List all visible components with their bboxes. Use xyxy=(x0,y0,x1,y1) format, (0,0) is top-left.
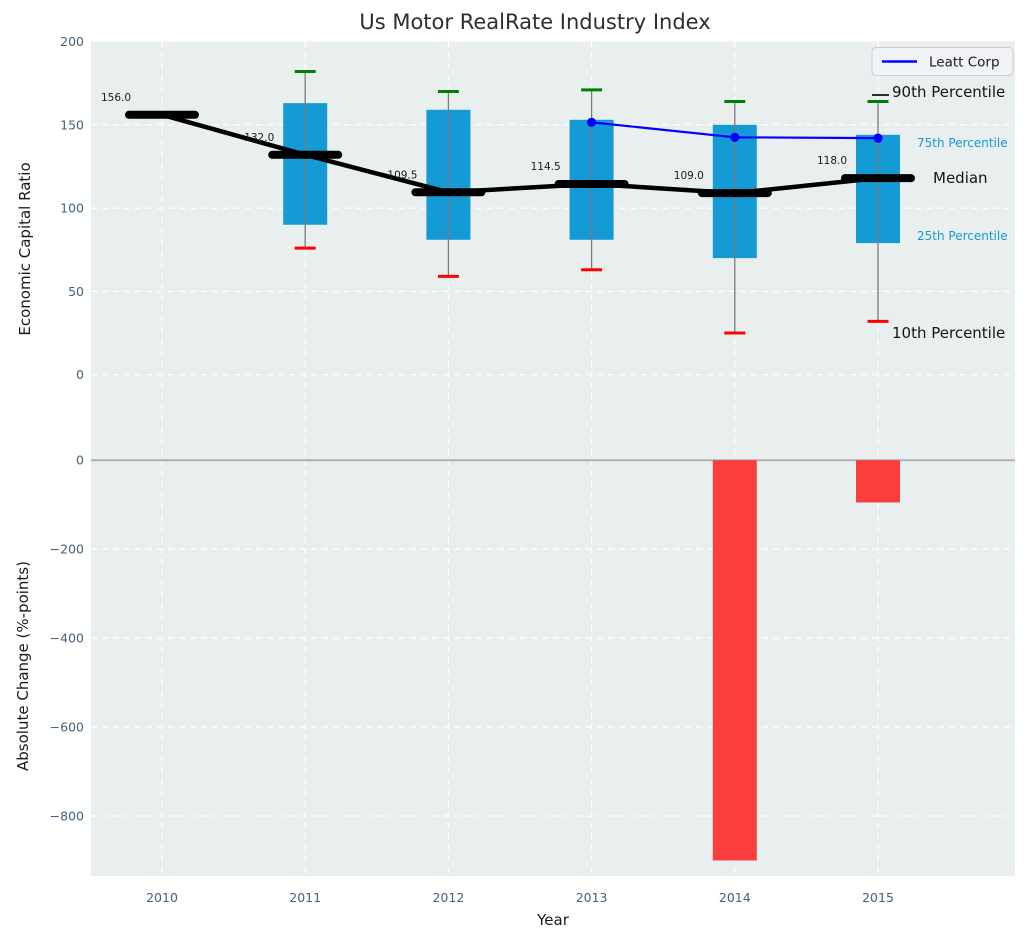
top-y-tick-50: 50 xyxy=(68,284,84,299)
change-bar-2015 xyxy=(856,460,900,503)
legend-box xyxy=(871,47,1014,76)
x-axis-label: Year xyxy=(536,911,570,929)
bottom-y-tick--800: −800 xyxy=(50,808,84,823)
x-tick-2010: 2010 xyxy=(146,890,178,905)
median-value-label-2013: 114.5 xyxy=(531,161,561,173)
top-y-tick-150: 150 xyxy=(60,117,84,132)
change-bar-2014 xyxy=(712,460,757,861)
annotation-median: Median xyxy=(933,169,988,187)
legend-label: Leatt Corp xyxy=(929,55,1000,71)
top-y-tick-200: 200 xyxy=(60,34,84,49)
median-value-label-2012: 109.5 xyxy=(387,169,417,181)
median-value-label-2010: 156.0 xyxy=(101,92,131,104)
bottom-y-tick--200: −200 xyxy=(50,542,84,557)
median-value-label-2015: 118.0 xyxy=(817,155,847,167)
annotation-25th-percentile: 25th Percentile xyxy=(917,229,1008,243)
annotation-90th-percentile: 90th Percentile xyxy=(892,83,1005,101)
top-y-tick-100: 100 xyxy=(60,201,84,216)
median-value-label-2011: 132.0 xyxy=(244,132,274,144)
bottom-y-tick--600: −600 xyxy=(50,720,84,735)
x-tick-2015: 2015 xyxy=(862,890,894,905)
x-tick-2014: 2014 xyxy=(719,890,751,905)
bottom-y-tick--400: −400 xyxy=(50,631,84,646)
change-bars-layer xyxy=(91,459,1015,861)
median-line-layer: 156.0 132.0 109.5 114.5 109.0 118.0 xyxy=(101,92,915,198)
annotation-75th-percentile: 75th Percentile xyxy=(917,136,1008,150)
percentile-box-layer xyxy=(283,69,900,335)
company-point-2015 xyxy=(873,133,883,143)
x-tick-2011: 2011 xyxy=(289,890,321,905)
x-tick-2013: 2013 xyxy=(576,890,608,905)
chart-title: Us Motor RealRate Industry Index xyxy=(359,10,710,34)
x-tick-2012: 2012 xyxy=(432,890,464,905)
top-y-tick-0: 0 xyxy=(76,367,84,382)
tick-label-layer: 200 150 100 50 0 0 −200 −400 −600 −800 2010 2011 201… xyxy=(50,34,894,905)
top-y-axis-label: Economic Capital Ratio xyxy=(16,162,34,335)
legend: Leatt Corp xyxy=(871,47,1014,76)
company-line-layer xyxy=(587,117,883,143)
median-value-label-2014: 109.0 xyxy=(674,170,704,182)
annotation-10th-percentile: 10th Percentile xyxy=(892,324,1005,342)
bottom-y-axis-label: Absolute Change (%-points) xyxy=(14,561,32,771)
company-point-2013 xyxy=(587,117,597,127)
company-point-2014 xyxy=(730,132,740,142)
bottom-y-tick-0: 0 xyxy=(76,453,84,468)
